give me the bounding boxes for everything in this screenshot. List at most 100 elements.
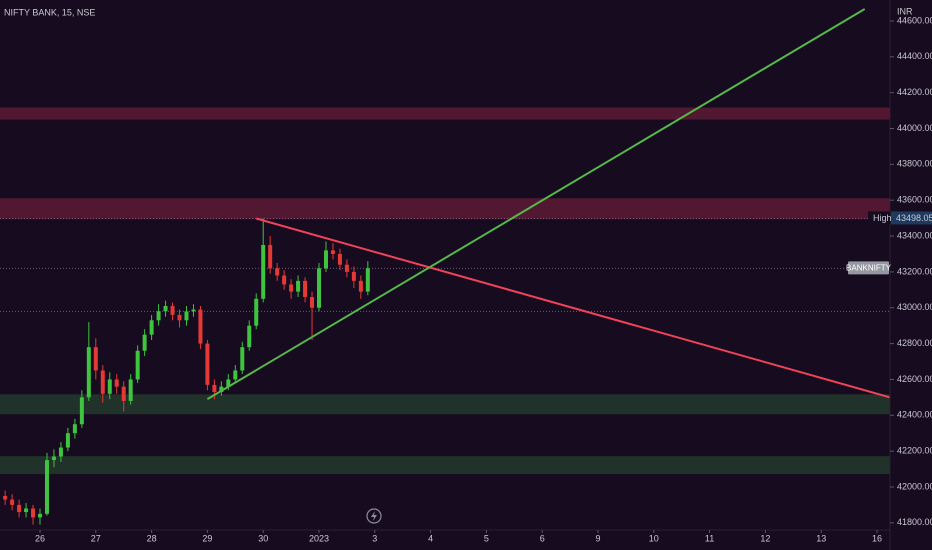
candle-body [3,495,8,500]
candle-body [135,350,140,380]
candle-body [142,334,147,351]
x-tick-label: 27 [91,533,101,543]
y-tick-label: 42200.00 [897,446,932,456]
candle-body [163,305,168,312]
x-tick-label: 11 [705,533,714,543]
candle-body [351,271,356,281]
candle-body [121,386,126,401]
x-tick-label: 3 [372,533,377,543]
candle-body [65,433,70,448]
candle-body [226,379,231,387]
candle-body [344,264,349,272]
candle-body [268,245,273,269]
candle-body [247,325,252,348]
x-tick-label: 9 [595,533,600,543]
candle-body [233,370,238,380]
x-tick-label: 12 [760,533,770,543]
zone [0,394,890,415]
candle-body [198,309,203,344]
event-icon [366,508,382,524]
y-tick-label: 44000.00 [897,123,932,133]
candle-body [191,309,196,312]
y-tick-label: 44400.00 [897,51,932,61]
candle-body [58,447,63,457]
candle-body [72,424,77,434]
plot [0,8,891,525]
candle-body [303,280,308,297]
candle-body [240,347,245,371]
candle-body [317,268,322,308]
y-tick-label: 43200.00 [897,266,932,276]
candle-body [38,513,43,518]
x-tick-label: 13 [816,533,826,543]
y-axis-label: INR [897,6,913,16]
candle-body [86,347,91,398]
candle-body [128,379,133,401]
x-tick-label: 29 [202,533,212,543]
x-tick-label: 16 [872,533,882,543]
candle-body [149,320,154,335]
x-tick-label: 26 [35,533,45,543]
candle-body [219,386,224,392]
trendline [206,8,866,401]
candle-body [156,311,161,321]
candle-body [282,275,287,285]
candle-body [365,268,370,292]
x-tick-label: 5 [484,533,489,543]
y-tick-label: 43400.00 [897,230,932,240]
y-tick-label: 43800.00 [897,159,932,169]
candle-body [254,298,259,326]
price-line-label: BANKNIFTY [846,263,892,272]
candle-body [184,311,189,321]
y-tick-label: 43000.00 [897,302,932,312]
candle-body [79,397,84,425]
candle-body [93,347,98,371]
y-tick-label: 43600.00 [897,195,932,205]
candle-body [261,245,266,299]
candle-body [337,253,342,265]
y-tick-label: 44200.00 [897,87,932,97]
y-tick-label: 41800.00 [897,517,932,527]
candle-body [275,268,280,276]
candle-body [323,250,328,269]
candle-body [177,314,182,321]
candle-body [170,305,175,315]
x-tick-label: 28 [147,533,157,543]
price-line-label: High [873,213,892,223]
candle-body [205,343,210,385]
candle-body [107,379,112,394]
candle-body [17,504,22,513]
candle-body [296,280,301,292]
y-tick-label: 42000.00 [897,481,932,491]
y-tick-label: 42600.00 [897,374,932,384]
x-tick-label: 2023 [309,533,329,543]
candle-body [51,456,56,461]
trendline [255,217,891,399]
price-tag-bg [891,211,932,225]
chart-title: NIFTY BANK, 15, NSE [4,7,95,17]
zone [0,198,890,220]
candle-body [44,460,49,514]
price-tag-bg [868,211,890,225]
candle-body [289,284,294,292]
x-tick-label: 30 [258,533,268,543]
y-tick-label: 44600.00 [897,15,932,25]
price-tag-bg [848,261,889,275]
zone [0,107,890,120]
candle-body [330,250,335,254]
candle-body [358,280,363,292]
x-tick-label: 6 [540,533,545,543]
x-tick-label: 10 [649,533,659,543]
candle-body [114,379,119,387]
candle-body [31,508,36,518]
candle-body [10,499,15,505]
zone [0,456,890,475]
y-tick-label: 42800.00 [897,338,932,348]
candle-body [310,296,315,308]
candle-body [100,370,105,394]
x-tick-label: 4 [428,533,433,543]
price-line-value: 43498.05 [896,213,932,223]
candle-body [212,384,217,392]
